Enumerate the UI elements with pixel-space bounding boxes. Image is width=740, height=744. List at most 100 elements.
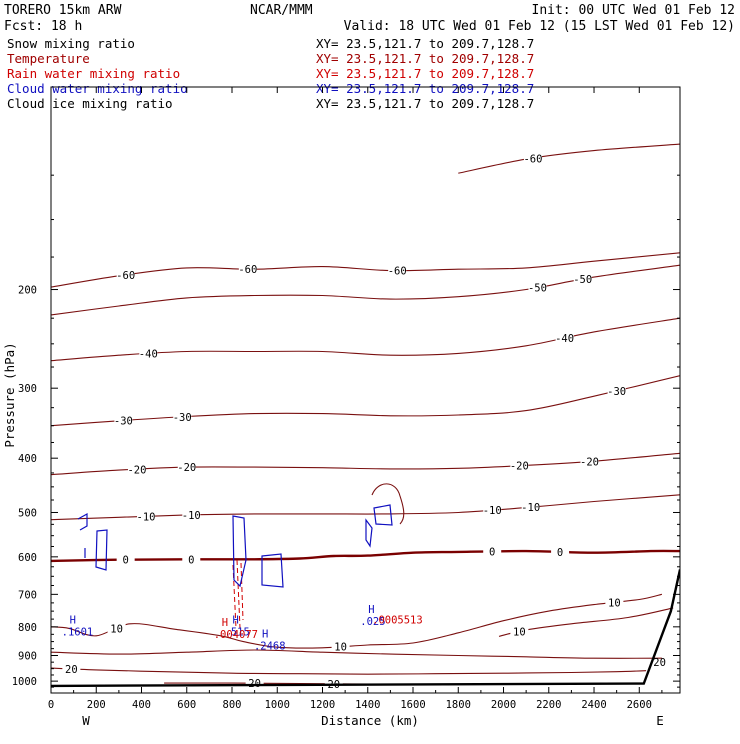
isotherm-label-bg [573,273,592,285]
isotherm-line [371,483,405,525]
legend-snow-label: Snow mixing ratio [7,36,135,51]
isotherm-line [51,549,680,563]
x-axis-title: Distance (km) [321,713,419,728]
isotherm-label: -30 [173,412,192,424]
x-tick-label: 2000 [491,699,516,711]
isotherm-line [51,252,680,288]
isotherm-label: -30 [607,386,626,398]
y-tick-label: 500 [18,507,37,519]
isotherm-label-bg [173,410,192,422]
legend-cloud-water-xy: XY= 23.5,121.7 to 209.7,128.7 [316,81,534,96]
isotherm-label: -20 [580,456,599,468]
cloud-water-max-marker: H [368,604,374,616]
isotherm-label-bg [116,268,135,280]
isotherm-label: 0 [188,554,194,566]
isotherm-label-bg [177,461,196,473]
isotherm-label-bg [62,662,81,674]
isotherm-label-bg [238,263,257,275]
cloud-water-contour [261,553,284,588]
isotherm-label: -60 [388,265,407,277]
legend-rain-label: Rain water mixing ratio [7,66,180,81]
isotherm-line [51,264,680,316]
model-title: TORERO 15km ARW [4,3,122,18]
legend: Snow mixing ratio XY= 23.5,121.7 to 209.… [7,36,534,111]
x-tick-label: 600 [177,699,196,711]
x-tick-label: 2400 [581,699,606,711]
isotherm-label-bg [139,347,158,359]
isotherm-label: -10 [182,510,201,522]
legend-temperature-label: Temperature [7,51,90,66]
isotherm-label-bg [127,463,146,475]
isotherm-label-bg [580,455,599,467]
x-tick-label: 1000 [265,699,290,711]
cloud-water-max-value: .025 [360,616,385,628]
east-end-label: E [656,713,664,728]
cloud-water-contour [365,504,393,548]
isotherm-label: -10 [137,511,156,523]
isotherm-label-bg [388,264,407,276]
isotherm-line [458,143,680,174]
isotherm-label-bg [324,677,343,689]
isotherm-label-bg [331,640,350,652]
isotherm-line [51,667,647,675]
terrain-line [51,569,680,688]
isotherm-label: -60 [238,264,257,276]
y-tick-label: 300 [18,383,37,395]
isotherm-label: 0 [123,555,129,567]
legend-cloud-water-label: Cloud water mixing ratio [7,81,188,96]
cloud-water-max-marker: H [262,629,268,641]
isotherm-label: 10 [334,642,347,654]
isotherm-label: -20 [510,461,529,473]
isotherm-label: 20 [65,664,78,676]
cloud-water-max-marker: H [70,615,76,627]
isotherm-label: -40 [139,349,158,361]
cloud-water-contour [232,515,247,588]
y-tick-label: 700 [18,589,37,601]
isotherm-label: -50 [528,282,547,294]
isotherm-label: -10 [483,505,502,517]
x-tick-label: 1200 [310,699,335,711]
valid-time: Valid: 18 UTC Wed 01 Feb 12 (15 LST Wed … [344,19,735,34]
x-tick-label: 400 [132,699,151,711]
isotherm-label: 10 [513,627,526,639]
isotherm-label-bg [521,501,540,513]
legend-cloud-ice-xy: XY= 23.5,121.7 to 209.7,128.7 [316,96,534,111]
y-tick-label: 800 [18,622,37,634]
rain-max-value: .004077 [214,629,258,641]
isotherm-label-bg [182,508,201,520]
isotherm-label-bg [551,545,570,557]
isotherm-label-bg [510,625,529,637]
isotherm-label-bg [555,331,574,343]
isotherm-label-bg [114,414,133,426]
y-tick-label: 900 [18,650,37,662]
isotherm-label: -50 [573,274,592,286]
legend-cloud-ice-label: Cloud ice mixing ratio [7,96,173,111]
x-tick-label: 1400 [355,699,380,711]
cloud-water-contour [77,512,108,571]
isotherm-label: -60 [116,270,135,282]
isotherm-label: -10 [521,502,540,514]
legend-temperature-xy: XY= 23.5,121.7 to 209.7,128.7 [316,51,534,66]
isotherm-label-bg [510,459,529,471]
cloud-water-max-value: .2468 [254,641,286,653]
y-tick-label: 1000 [12,676,37,688]
x-tick-label: 2200 [536,699,561,711]
isotherm-label-bg [245,677,264,689]
y-tick-label: 600 [18,552,37,564]
isotherm-line [51,452,680,476]
isotherm-label: 20 [653,657,666,669]
x-tick-label: 800 [223,699,242,711]
legend-snow-xy: XY= 23.5,121.7 to 209.7,128.7 [316,36,534,51]
x-tick-label: 1800 [446,699,471,711]
isotherm-line [51,593,663,649]
plot-area: -60 -60 -60 -60 -50 -50 -40 -40 -30 -30 -30 -20 -20 -… [51,143,680,691]
center-title: NCAR/MMM [250,3,313,18]
isotherm-label: -60 [523,153,542,165]
rain-max-marker: H [222,617,228,629]
isotherm-label: 10 [110,624,123,636]
isotherm-label: 0 [489,547,495,559]
isotherm-label-bg [483,545,502,557]
legend-rain-xy: XY= 23.5,121.7 to 209.7,128.7 [316,66,534,81]
isotherm-label: -40 [555,333,574,345]
